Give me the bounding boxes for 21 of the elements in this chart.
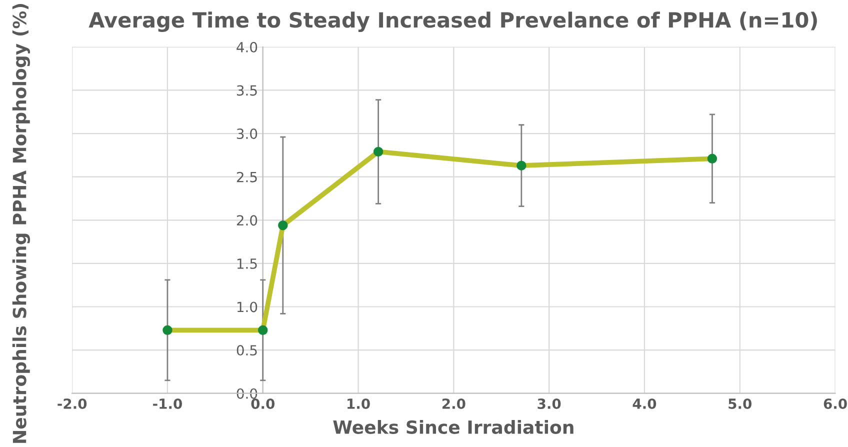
x-tick-label: 4.0 [632, 398, 656, 409]
y-tick-label: 2.5 [236, 172, 257, 182]
x-tick-label: 1.0 [348, 398, 370, 409]
y-tick-label: 1.0 [237, 302, 258, 312]
x-tick-label: 5.0 [728, 398, 752, 409]
y-tick-label: 0.0 [236, 388, 258, 399]
x-tick-label: 3.0 [538, 398, 561, 409]
y-tick-label: 1.5 [237, 258, 257, 269]
x-axis-title: Weeks Since Irradiation [333, 420, 574, 434]
chart-title: Average Time to Steady Increased Prevelance of PPHA (n=10) [88, 12, 817, 32]
x-tick-label: 0.0 [251, 398, 275, 409]
y-tick-label: 2.0 [236, 215, 258, 226]
x-tick-label: 2.0 [442, 398, 466, 409]
y-axis-title: Neutrophils Showing PPHA Morphology (%) [12, 4, 30, 443]
x-tick-label: 6.0 [824, 398, 847, 409]
y-tick-label: 3.5 [236, 85, 257, 96]
x-tick-label: -1.0 [153, 398, 182, 409]
y-tick-label: 3.0 [236, 128, 258, 140]
y-tick-label: 0.5 [236, 345, 257, 356]
y-tick-label: 4.0 [236, 42, 258, 52]
x-tick-label: -2.0 [58, 398, 87, 409]
